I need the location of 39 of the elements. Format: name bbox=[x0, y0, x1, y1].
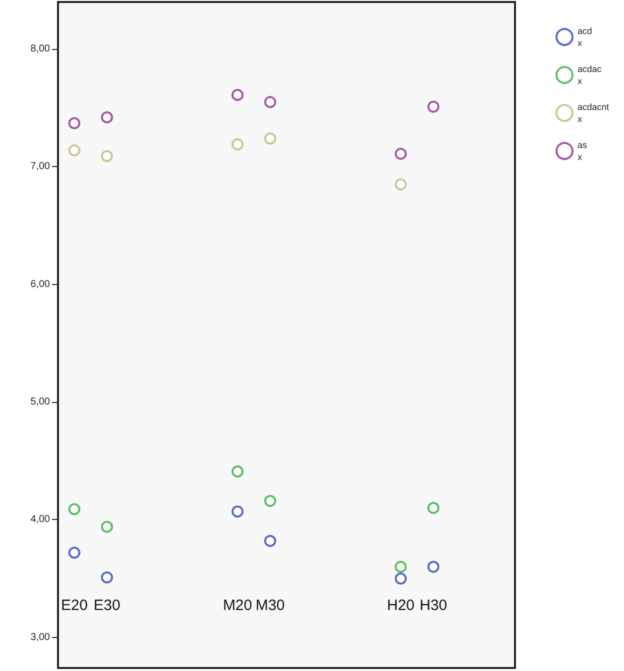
point bbox=[394, 178, 407, 190]
x-tick-label: E20 bbox=[60, 597, 88, 614]
y-tick-label: 4,00 bbox=[30, 514, 50, 526]
legend-label: as x bbox=[577, 140, 588, 162]
point bbox=[68, 144, 80, 156]
point bbox=[232, 138, 244, 150]
point bbox=[100, 111, 113, 124]
y-tick-label: 7,00 bbox=[30, 161, 50, 172]
point bbox=[427, 100, 440, 113]
x-tick-label: M20 bbox=[222, 597, 252, 614]
point bbox=[68, 503, 80, 516]
x-tick-label: E30 bbox=[94, 597, 120, 614]
x-tick-label: M30 bbox=[256, 597, 285, 614]
y-tick-label: 8,00 bbox=[30, 44, 50, 55]
x-tick-label: H20 bbox=[386, 597, 415, 614]
point bbox=[100, 520, 113, 533]
point bbox=[394, 148, 407, 160]
legend-label: acdacnt x bbox=[577, 102, 610, 124]
legend-label: acdac x bbox=[577, 64, 602, 86]
point bbox=[264, 132, 276, 144]
point bbox=[427, 560, 440, 573]
point bbox=[394, 572, 407, 585]
point bbox=[264, 96, 276, 108]
point bbox=[100, 150, 113, 162]
legend-label: acd x bbox=[577, 26, 592, 48]
y-tick-label: 6,00 bbox=[30, 278, 50, 290]
point bbox=[68, 117, 80, 130]
point bbox=[68, 546, 80, 559]
point bbox=[232, 465, 244, 478]
point bbox=[264, 494, 276, 507]
y-tick-label: 5,00 bbox=[30, 396, 50, 408]
y-tick-label: 3,00 bbox=[30, 632, 50, 643]
point bbox=[100, 571, 113, 584]
point bbox=[394, 560, 407, 573]
point bbox=[427, 502, 440, 514]
point bbox=[232, 506, 244, 518]
point bbox=[232, 88, 244, 101]
point bbox=[264, 534, 276, 547]
x-tick-label: H30 bbox=[420, 597, 448, 614]
